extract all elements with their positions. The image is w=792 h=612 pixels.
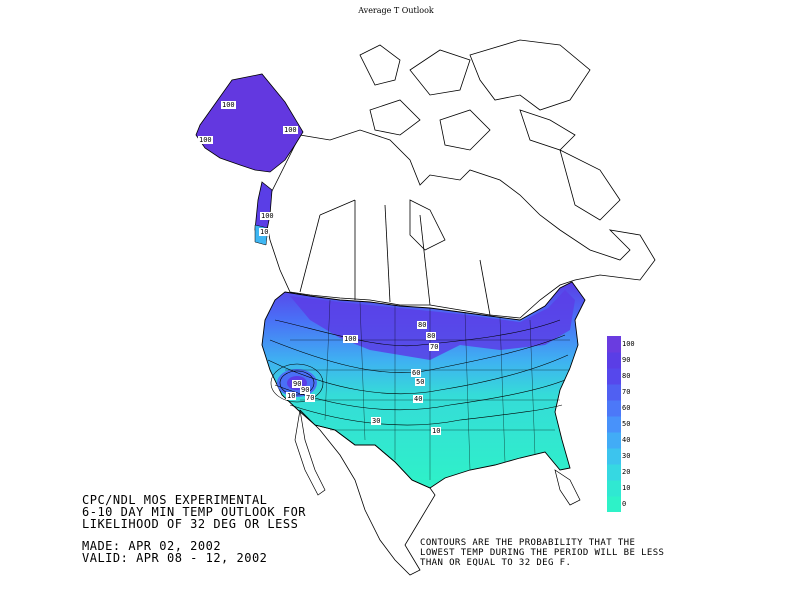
contour-label: 50 [415, 378, 426, 386]
contour-label: 100 [221, 101, 236, 109]
note-line: THAN OR EQUAL TO 32 DEG F. [420, 558, 572, 568]
legend-swatch [607, 480, 621, 497]
contour-label: 90 [292, 380, 303, 388]
valid-dates: VALID: APR 08 - 12, 2002 [82, 551, 268, 565]
legend-tick-label: 10 [622, 484, 631, 492]
contour-label: 60 [411, 369, 422, 377]
legend-swatch [607, 384, 621, 401]
contour-label: 30 [371, 417, 382, 425]
legend-tick-label: 20 [622, 468, 631, 476]
note-line: LOWEST TEMP DURING THE PERIOD WILL BE LE… [420, 548, 665, 558]
contour-label: 10 [259, 228, 270, 236]
legend-tick-label: 70 [622, 388, 631, 396]
legend-swatch [607, 352, 621, 369]
legend-tick-label: 60 [622, 404, 631, 412]
outlook-dates: MADE: APR 02, 2002 VALID: APR 08 - 12, 20… [82, 540, 267, 564]
legend-swatch [607, 416, 621, 433]
legend-swatch [607, 336, 621, 353]
contour-label: 80 [426, 332, 437, 340]
header-line: 6-10 DAY MIN TEMP OUTLOOK FOR [82, 505, 307, 519]
legend-tick-label: 30 [622, 452, 631, 460]
outlook-header: CPC/NDL MOS EXPERIMENTAL 6-10 DAY MIN TEM… [82, 494, 306, 530]
contour-label: 100 [260, 212, 275, 220]
legend-swatch [607, 432, 621, 449]
state-borders [285, 299, 570, 480]
legend-swatch [607, 496, 621, 512]
contour-label: 80 [417, 321, 428, 329]
contour-label: 100 [283, 126, 298, 134]
made-date: MADE: APR 02, 2002 [82, 539, 222, 553]
legend-tick-label: 90 [622, 356, 631, 364]
legend-swatch [607, 448, 621, 465]
legend-swatch [607, 464, 621, 481]
map-title: Average T Outlook [358, 6, 434, 15]
canada-outline [264, 39, 656, 319]
legend-tick-label: 50 [622, 420, 631, 428]
contour-label: 10 [431, 427, 442, 435]
alaska-region [195, 73, 304, 173]
legend-swatch [607, 400, 621, 417]
contour-label: 70 [429, 343, 440, 351]
contour-label: 70 [305, 394, 316, 402]
contour-label: 90 [300, 386, 311, 394]
legend-tick-label: 100 [622, 340, 635, 348]
legend-tick-label: 40 [622, 436, 631, 444]
legend-swatch [607, 368, 621, 385]
contour-label: 10 [286, 392, 297, 400]
legend-tick-label: 80 [622, 372, 631, 380]
note-line: CONTOURS ARE THE PROBABILITY THAT THE [420, 538, 636, 548]
mexico-outline [299, 409, 436, 576]
header-line: CPC/NDL MOS EXPERIMENTAL [82, 493, 268, 507]
color-scale-legend [607, 336, 621, 512]
contour-label: 40 [413, 395, 424, 403]
legend-tick-label: 0 [622, 500, 627, 508]
header-line: LIKELIHOOD OF 32 DEG OR LESS [82, 517, 299, 531]
contour-label: 100 [343, 335, 358, 343]
contour-label: 100 [198, 136, 213, 144]
contour-note: CONTOURS ARE THE PROBABILITY THAT THE LOW… [420, 538, 664, 568]
